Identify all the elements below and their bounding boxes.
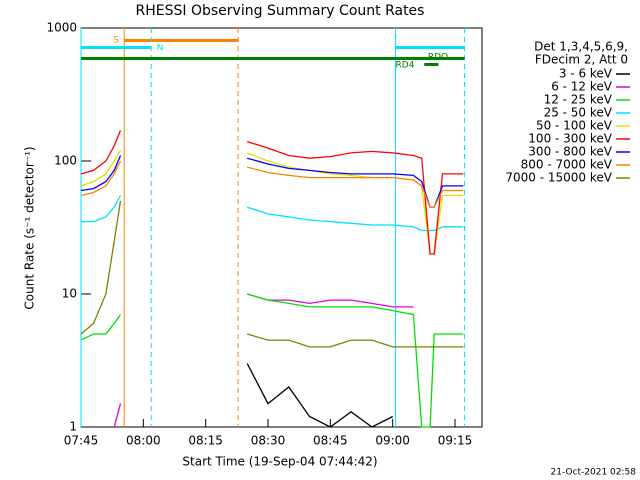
x-tick-label: 08:30: [251, 434, 286, 448]
series-line: [80, 293, 464, 428]
legend-label: 6 - 12 keV: [551, 80, 613, 94]
flag-label: RD4: [396, 61, 415, 71]
flag-bar: [395, 46, 465, 49]
series-line: [246, 363, 393, 428]
series-line: [113, 293, 414, 428]
y-tick-label: 10: [62, 287, 77, 301]
x-tick-label: 09:00: [375, 434, 410, 448]
series-line: [80, 155, 464, 208]
legend-label: 7000 - 15000 keV: [505, 171, 612, 185]
x-tick-label: 08:45: [313, 434, 348, 448]
legend-label: 800 - 7000 keV: [521, 158, 613, 172]
x-axis-label: Start Time (19-Sep-04 07:44:42): [182, 455, 377, 469]
y-axis-label: Count Rate (s⁻¹ detector⁻¹): [23, 146, 37, 309]
legend-label: 12 - 25 keV: [544, 93, 613, 107]
series-line: [80, 150, 464, 255]
legend-header: FDecim 2, Att 0: [535, 53, 628, 67]
y-tick-label: 1000: [46, 21, 77, 35]
legend-header: Det 1,3,4,5,6,9,: [534, 40, 628, 54]
legend-label: 50 - 100 keV: [536, 119, 613, 133]
timestamp: 21-Oct-2021 02:58: [551, 468, 637, 478]
y-tick-label: 1: [69, 420, 77, 434]
flag-bar: [81, 46, 152, 49]
series-line: [80, 160, 464, 208]
series-line: [81, 195, 464, 232]
flag-bar: [124, 39, 239, 42]
legend-label: 300 - 800 keV: [528, 145, 612, 159]
flag-label: N: [157, 44, 164, 54]
y-tick-label: 100: [54, 154, 77, 168]
x-tick-label: 07:45: [64, 434, 99, 448]
flag-label: S: [113, 36, 119, 46]
legend-label: 100 - 300 keV: [528, 132, 612, 146]
x-tick-label: 08:00: [126, 434, 161, 448]
chart-title: RHESSI Observing Summary Count Rates: [136, 3, 425, 19]
x-tick-label: 08:15: [188, 434, 223, 448]
legend-label: 3 - 6 keV: [559, 67, 613, 81]
plot-frame: [80, 27, 483, 428]
flag-bar: [424, 63, 439, 66]
series-line: [80, 130, 464, 255]
flag-bar: [81, 57, 465, 60]
legend-label: 25 - 50 keV: [544, 106, 613, 120]
flag-label: RDO: [428, 53, 448, 63]
x-tick-label: 09:15: [438, 434, 473, 448]
series-line: [80, 200, 464, 348]
